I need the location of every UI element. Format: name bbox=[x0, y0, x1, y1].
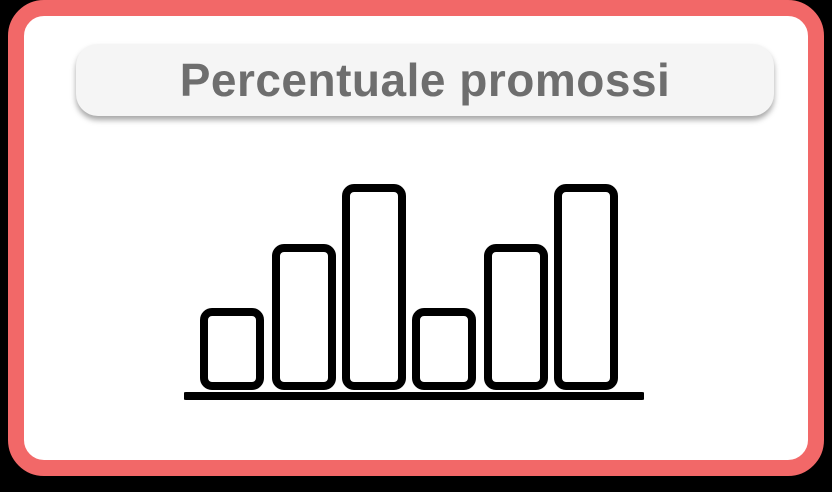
card-title: Percentuale promossi bbox=[179, 54, 671, 106]
icon-bar-6 bbox=[554, 184, 618, 390]
title-pill: Percentuale promossi bbox=[76, 44, 774, 116]
icon-bar-1 bbox=[200, 308, 264, 390]
icon-bar-2 bbox=[272, 244, 336, 390]
bar-chart-icon bbox=[184, 184, 644, 400]
card: Percentuale promossi bbox=[8, 0, 824, 476]
icon-bar-3 bbox=[342, 184, 406, 390]
icon-bar-4 bbox=[412, 308, 476, 390]
icon-bar-5 bbox=[484, 244, 548, 390]
